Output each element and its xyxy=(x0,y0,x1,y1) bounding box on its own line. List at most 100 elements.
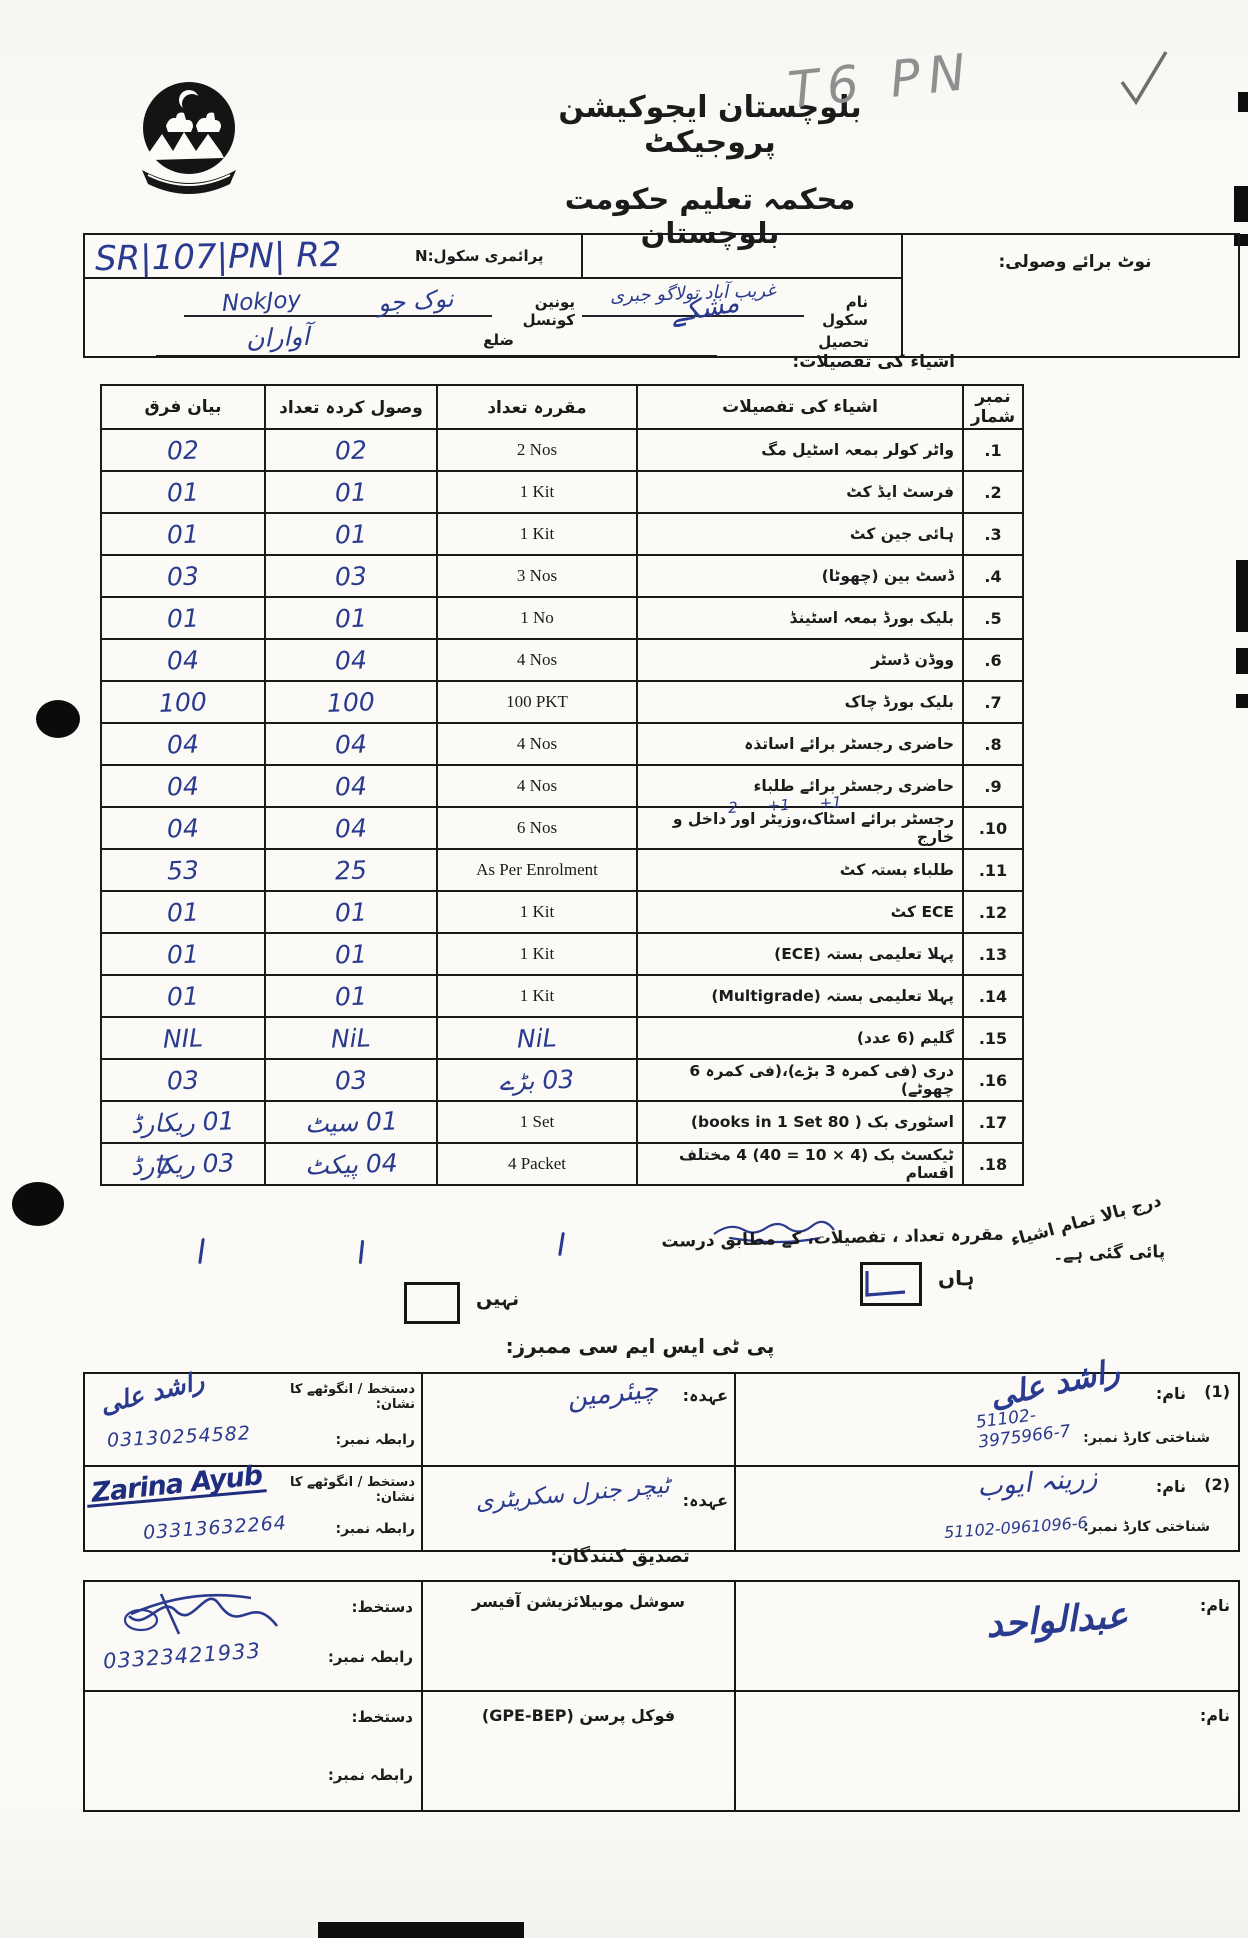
item-prescribed-qty: 1 Kit xyxy=(436,470,638,514)
member-name-cell: (1) نام: راشد علی شناختی کارڈ نمبر: 5110… xyxy=(736,1353,1238,1465)
designation-label: عہدہ: xyxy=(682,1386,728,1405)
yes-checkbox xyxy=(860,1262,922,1306)
item-row: 15. گلیم (6 عدد) NiL NiL NIL xyxy=(100,1016,1024,1060)
item-description: ووڈن ڈسٹر xyxy=(636,638,964,682)
certifier-row: نام: فوکل پرسن (GPE-BEP) دستخط: رابطہ نم… xyxy=(85,1690,1238,1810)
item-description: حاضری رجسٹر برائے طلباء xyxy=(636,764,964,808)
item-row: 17. اسٹوری بک ( 80 books in 1 Set) 1 Set 01… xyxy=(100,1100,1024,1144)
col-header-description: اشیاء کی تفصیلات xyxy=(636,384,964,430)
government-seal-logo xyxy=(128,76,250,206)
item-received-qty: 01 xyxy=(264,932,438,976)
item-row: 10. رجسٹر برائے اسٹاک،وزیٹر اور داخل و خا… xyxy=(100,793,1024,850)
member-signature-cell: دستخط / انگوٹھے کا نشان: Zarina Ayub راب… xyxy=(85,1460,421,1550)
item-serial: 16. xyxy=(962,1058,1024,1102)
tehsil-label: تحصیل xyxy=(818,333,869,351)
item-row: 2. فرسٹ ایڈ کٹ 1 Kit 01 01 xyxy=(100,470,1024,514)
certifier-signature xyxy=(101,1586,291,1648)
ink-stroke xyxy=(198,1237,205,1265)
item-description: واٹر کولر بمعہ اسٹیل مگ xyxy=(636,428,964,472)
item-description: بلیک بورڈ بمعہ اسٹینڈ xyxy=(636,596,964,640)
item-description: بلیک بورڈ چاک xyxy=(636,680,964,724)
scan-edge-mark xyxy=(1236,694,1248,708)
union-council-label: یونین کونسل xyxy=(522,293,575,329)
checkmark-annotation xyxy=(1112,48,1174,114)
receipt-note-label: نوٹ برائے وصولی: xyxy=(998,252,1152,272)
item-row: 18. ٹیکسٹ بک (4 × 10 = 40) 4 مختلف اقسام 4… xyxy=(100,1142,1024,1186)
scan-edge-mark xyxy=(1234,186,1248,222)
item-row: 4. ڈسٹ بین (چھوٹا) 3 Nos 03 03 xyxy=(100,554,1024,598)
item-row: 9. حاضری رجسٹر برائے طلباء 4 Nos 04 04 xyxy=(100,764,1024,808)
item-prescribed-qty: 3 Nos xyxy=(436,554,638,598)
item-received-qty: 03 xyxy=(264,1058,438,1102)
item-serial: 1. xyxy=(962,428,1024,472)
item-description: فرسٹ ایڈ کٹ xyxy=(636,470,964,514)
certifiers-heading: تصدیق کنندگان: xyxy=(550,1546,690,1567)
document-header: بلوچستان ایجوکیشن پروجیکٹ محکمہ تعلیم حک… xyxy=(500,90,920,250)
item-serial: 12. xyxy=(962,890,1024,934)
district-value: آواران xyxy=(245,321,310,354)
item-difference: 02 xyxy=(100,428,266,472)
name-label: نام: xyxy=(1155,1477,1186,1496)
item-description: ECE کٹ xyxy=(636,890,964,934)
member-row: (2) نام: زرینہ ایوب شناختی کارڈ نمبر: 51… xyxy=(85,1460,1238,1550)
item-received-qty: 01 xyxy=(264,596,438,640)
item-prescribed-qty: 1 Kit xyxy=(436,974,638,1018)
ink-scribble xyxy=(700,1212,840,1250)
member-phone: 03313632264 xyxy=(142,1512,288,1544)
certifier-name-cell: نام: xyxy=(736,1692,1238,1810)
yes-label: ہاں xyxy=(938,1266,975,1290)
items-table-header: نمبر شمار اشیاء کی تفصیلات مقررہ تعداد و… xyxy=(100,384,1024,430)
designation-label: عہدہ: xyxy=(682,1491,728,1510)
item-serial: 10. xyxy=(962,806,1024,850)
item-prescribed-qty: 4 Nos xyxy=(436,764,638,808)
item-row: 8. حاضری رجسٹر برائے اساتذہ 4 Nos 04 04 xyxy=(100,722,1024,766)
item-difference: 03 xyxy=(100,1058,266,1102)
pencil-annotation: T6 PN xyxy=(785,42,977,120)
punch-hole xyxy=(36,700,80,738)
member-phone: 03130254582 xyxy=(106,1422,252,1452)
scan-edge-mark xyxy=(1238,92,1248,112)
item-prescribed-qty: 6 Nos xyxy=(436,806,638,850)
item-received-qty: 25 xyxy=(264,848,438,892)
item-difference: 04 xyxy=(100,638,266,682)
item-description: ٹیکسٹ بک (4 × 10 = 40) 4 مختلف اقسام xyxy=(636,1142,964,1186)
name-label: نام: xyxy=(1155,1384,1186,1403)
item-row: 12. ECE کٹ 1 Kit 01 01 xyxy=(100,890,1024,934)
item-description: رجسٹر برائے اسٹاک،وزیٹر اور داخل و خارج 2… xyxy=(636,793,964,850)
certifier-row: نام: عبدالواحد سوشل موبیلائزیشن آفیسر دس… xyxy=(85,1582,1238,1690)
item-difference: 100 xyxy=(100,680,266,724)
item-received-qty: 01 xyxy=(264,974,438,1018)
name-label: نام: xyxy=(1199,1596,1230,1615)
scan-bottom-bar xyxy=(318,1922,524,1938)
item-received-qty: 04 xyxy=(264,638,438,682)
item-serial: 3. xyxy=(962,512,1024,556)
item-difference: 04 xyxy=(100,722,266,766)
item-received-qty: 04 پیکٹ xyxy=(264,1142,438,1186)
signature-label: دستخط / انگوٹھے کا نشان: xyxy=(290,1382,415,1412)
certifiers-table: نام: عبدالواحد سوشل موبیلائزیشن آفیسر دس… xyxy=(83,1580,1240,1812)
member-signature-cell: دستخط / انگوٹھے کا نشان: راشد علی رابطہ … xyxy=(85,1366,421,1465)
union-council-urdu: نوک جو xyxy=(377,284,455,318)
certifier-role: سوشل موبیلائزیشن آفیسر xyxy=(472,1592,685,1611)
item-prescribed-qty: 1 Kit xyxy=(436,932,638,976)
item-description: حاضری رجسٹر برائے اساتذہ xyxy=(636,722,964,766)
item-row: 11. طلباء بستہ کٹ As Per Enrolment 25 53 xyxy=(100,848,1024,892)
col-header-prescribed: مقررہ تعداد xyxy=(436,384,638,430)
member-index: (1) xyxy=(1204,1382,1230,1401)
cnic-label: شناختی کارڈ نمبر: xyxy=(1083,1430,1210,1446)
col-header-difference: بیان فرق xyxy=(100,384,266,430)
item-row: 1. واٹر کولر بمعہ اسٹیل مگ 2 Nos 02 02 xyxy=(100,428,1024,472)
items-section-heading: اشیاء کی تفصیلات: xyxy=(792,352,955,372)
primary-school-label: پرائمری سکول:N xyxy=(415,247,544,265)
item-received-qty: 04 xyxy=(264,806,438,850)
signature-label: دستخط: xyxy=(351,1598,413,1616)
col-header-received: وصول کردہ تعداد xyxy=(264,384,438,430)
item-difference: NIL xyxy=(100,1016,266,1060)
cnic-label: شناختی کارڈ نمبر: xyxy=(1083,1519,1210,1535)
phone-label: رابطہ نمبر: xyxy=(335,1432,416,1448)
items-table-body: 1. واٹر کولر بمعہ اسٹیل مگ 2 Nos 02 02 2. فرسٹ… xyxy=(100,428,1024,1186)
item-difference: 01 ریکارڈ xyxy=(100,1100,266,1144)
ink-stroke xyxy=(358,1239,365,1265)
item-received-qty: 01 xyxy=(264,890,438,934)
